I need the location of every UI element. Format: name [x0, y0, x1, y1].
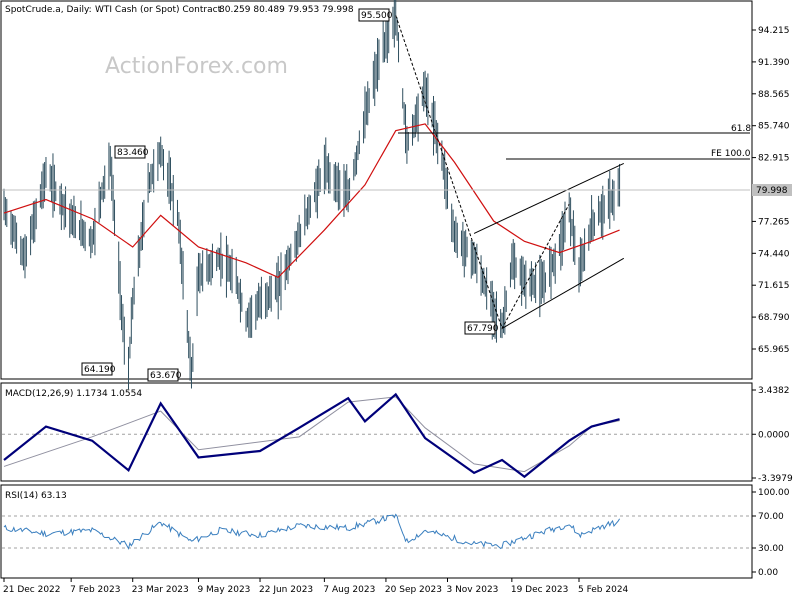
price-tick-label: 94.215	[758, 26, 790, 36]
current-price-tag	[752, 184, 792, 196]
peak-high-label: 95.500	[361, 11, 393, 21]
time-tick-label: 3 Nov 2023	[446, 585, 498, 595]
channel-upper-line	[473, 162, 624, 234]
current-price-value: 79.998	[756, 186, 788, 196]
macd-tick-label: 3.4382	[758, 386, 790, 396]
time-tick-label: 22 Jun 2023	[259, 585, 313, 595]
header-ohlc: 80.259 80.489 79.953 79.998	[219, 5, 354, 15]
rsi-panel	[0, 484, 753, 579]
price-tick-label: 71.615	[758, 281, 790, 291]
macd-signal-line	[3, 396, 620, 473]
l3-box	[464, 321, 496, 335]
time-tick-label: 23 Mar 2023	[132, 585, 189, 595]
fib-61-8-label: 61.8	[731, 124, 751, 134]
time-axis: 21 Dec 2022 7 Feb 2023 23 Mar 2023 9 May 20…	[3, 578, 629, 595]
price-tick-label: 91.390	[758, 58, 790, 68]
macd-label: MACD(12,26,9) 1.1734 1.0554	[5, 389, 142, 399]
macd-tick-label: 0.0000	[758, 430, 790, 440]
watermark: ActionForex.com	[105, 54, 288, 79]
price-bars	[3, 0, 621, 390]
rsi-label: RSI(14) 63.13	[5, 491, 67, 501]
price-tick-label: 74.440	[758, 249, 790, 259]
time-tick-label: 9 May 2023	[197, 585, 250, 595]
price-tick-label: 68.790	[758, 313, 790, 323]
fe-100-label: FE 100.0	[711, 149, 751, 159]
rsi-line	[3, 513, 621, 550]
price-tick-label: 77.265	[758, 217, 790, 227]
header-contract: WTI Cash (or Spot) Contract	[95, 5, 222, 15]
time-tick-label: 5 Feb 2024	[578, 585, 629, 595]
price-tick-label: 88.565	[758, 90, 790, 100]
time-tick-label: 20 Sep 2023	[385, 585, 442, 595]
macd-plot: 3.4382 0.0000 -3.3979	[2, 386, 793, 484]
channel-lower-line	[501, 257, 625, 329]
rsi-tick-label: 30.00	[758, 544, 784, 554]
price-tick-label: 82.915	[758, 154, 790, 164]
rsi-tick-label: 100.00	[758, 488, 790, 498]
overlays	[3, 15, 625, 330]
moving-average-line	[3, 123, 620, 279]
price-tick-label: 85.740	[758, 122, 790, 132]
time-tick-label: 7 Feb 2023	[70, 585, 120, 595]
peak-high-box	[358, 8, 390, 22]
time-tick-label: 21 Dec 2022	[3, 585, 61, 595]
l2-label: 63.670	[150, 371, 182, 381]
rsi-tick-label: 0.00	[758, 568, 778, 578]
l1-box	[81, 362, 113, 376]
macd-line	[3, 392, 620, 479]
h1-box	[114, 145, 146, 159]
rsi-tick-label: 70.00	[758, 512, 784, 522]
h1-label: 83.460	[117, 148, 149, 158]
rsi-plot: 100.00 70.00 30.00 0.00	[2, 488, 790, 578]
l2-box	[147, 368, 179, 382]
price-axis: 94.215 91.390 88.565 85.740 82.915 77.265 74.4…	[752, 26, 790, 355]
l1-label: 64.190	[84, 365, 116, 375]
price-tick-label: 65.965	[758, 345, 790, 355]
macd-tick-label: -3.3979	[758, 474, 793, 484]
time-tick-label: 7 Aug 2023	[323, 585, 375, 595]
l3-label: 67.790	[467, 324, 499, 334]
time-tick-label: 19 Dec 2023	[511, 585, 568, 595]
header-symbol: SpotCrude.a, Daily:	[5, 5, 92, 15]
